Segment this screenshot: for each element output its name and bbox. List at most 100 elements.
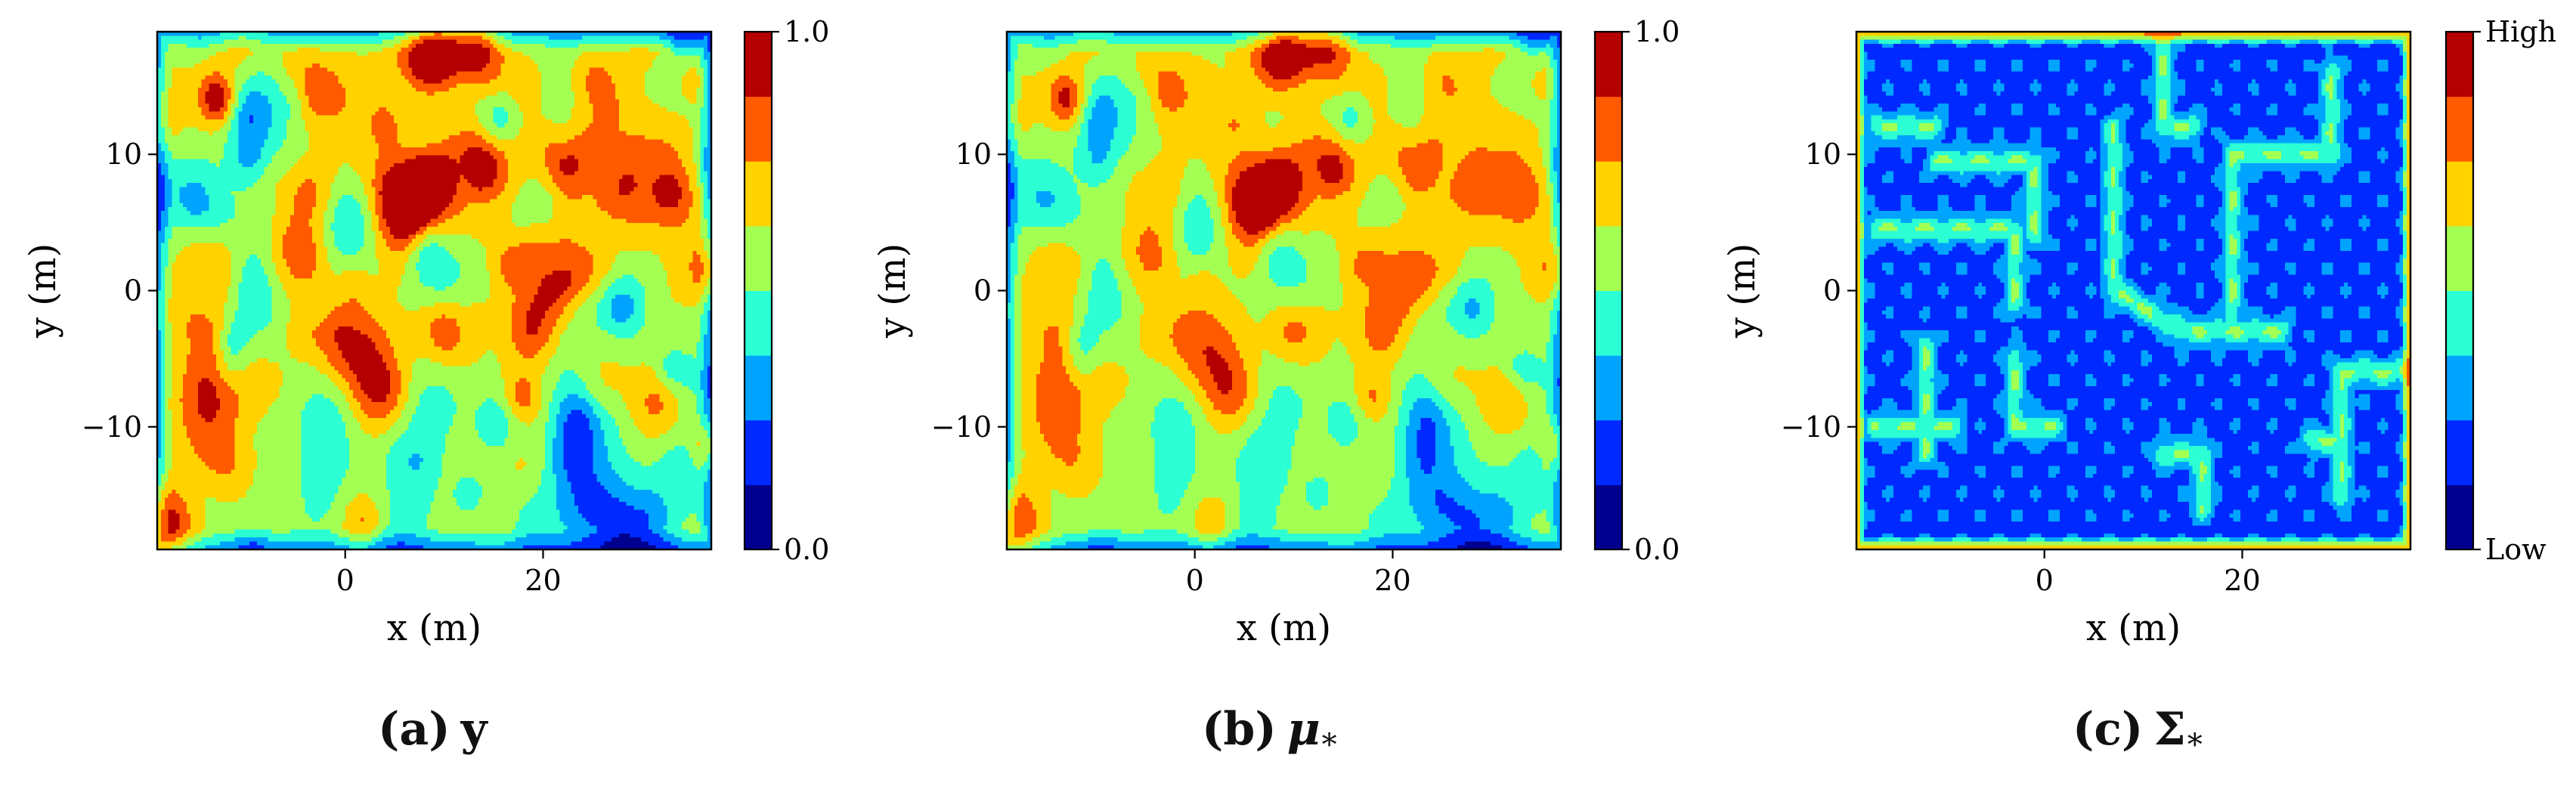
contour-cell bbox=[593, 88, 597, 92]
contour-cell bbox=[449, 36, 453, 40]
contour-cell bbox=[194, 51, 198, 56]
contour-cell bbox=[198, 56, 202, 60]
contour-cell bbox=[294, 76, 298, 80]
contour-cell bbox=[209, 88, 212, 92]
contour-cell bbox=[371, 76, 375, 80]
contour-cell bbox=[619, 88, 623, 92]
contour-cell bbox=[464, 95, 468, 100]
contour-cell bbox=[412, 76, 416, 80]
contour-cell bbox=[294, 56, 298, 60]
contour-cell bbox=[242, 40, 246, 45]
contour-cell bbox=[357, 63, 361, 68]
contour-cell bbox=[556, 79, 560, 84]
contour-cell bbox=[206, 44, 209, 48]
contour-cell bbox=[490, 40, 494, 45]
contour-cell bbox=[633, 51, 637, 56]
contour-cell bbox=[212, 95, 216, 100]
contour-cell bbox=[175, 84, 179, 88]
contour-cell bbox=[312, 88, 316, 92]
contour-cell bbox=[582, 51, 586, 56]
contour-cell bbox=[308, 72, 312, 76]
contour-cell bbox=[464, 44, 468, 48]
contour-cell bbox=[593, 72, 597, 76]
contour-cell bbox=[449, 91, 453, 96]
contour-cell bbox=[682, 51, 686, 56]
contour-cell bbox=[494, 72, 497, 76]
contour-cell bbox=[169, 40, 172, 45]
contour-cell bbox=[693, 51, 697, 56]
contour-cell bbox=[305, 67, 308, 72]
contour-cell bbox=[523, 36, 527, 40]
contour-cell bbox=[597, 76, 601, 80]
contour-cell bbox=[608, 104, 611, 108]
contour-cell bbox=[553, 36, 556, 40]
contour-cell bbox=[212, 76, 216, 80]
contour-cell bbox=[611, 36, 615, 40]
contour-cell bbox=[212, 51, 216, 56]
contour-cell bbox=[268, 79, 272, 84]
contour-cell bbox=[357, 88, 361, 92]
contour-cell bbox=[302, 72, 305, 76]
contour-cell bbox=[531, 79, 534, 84]
contour-cell bbox=[674, 60, 678, 64]
contour-cell bbox=[253, 107, 257, 112]
contour-cell bbox=[478, 40, 482, 45]
contour-cell bbox=[567, 63, 571, 68]
contour-cell bbox=[261, 95, 265, 100]
contour-cell bbox=[257, 40, 261, 45]
contour-cell bbox=[239, 88, 243, 92]
contour-cell bbox=[545, 95, 549, 100]
contour-cell bbox=[649, 44, 652, 48]
contour-cell bbox=[571, 72, 574, 76]
contour-cell bbox=[564, 100, 568, 104]
contour-cell bbox=[220, 51, 224, 56]
contour-cell bbox=[571, 51, 574, 56]
contour-cell bbox=[508, 100, 512, 104]
contour-cell bbox=[678, 72, 682, 76]
contour-cell bbox=[627, 51, 630, 56]
contour-cell bbox=[242, 100, 246, 104]
contour-cell bbox=[704, 40, 707, 45]
contour-cell bbox=[586, 95, 590, 100]
contour-cell bbox=[490, 91, 494, 96]
contour-cell bbox=[165, 36, 169, 40]
contour-cell bbox=[611, 51, 615, 56]
contour-cell bbox=[394, 72, 398, 76]
contour-cell bbox=[663, 100, 667, 104]
contour-cell bbox=[161, 48, 165, 52]
contour-cell bbox=[316, 44, 320, 48]
contour-cell bbox=[202, 48, 206, 52]
contour-cell bbox=[541, 76, 545, 80]
contour-cell bbox=[475, 67, 478, 72]
contour-cell bbox=[611, 104, 615, 108]
contour-cell bbox=[198, 36, 202, 40]
contour-cell bbox=[516, 88, 519, 92]
contour-cell bbox=[633, 72, 637, 76]
contour-cell bbox=[656, 44, 660, 48]
contour-cell bbox=[604, 44, 608, 48]
contour-cell bbox=[593, 56, 597, 60]
contour-cell bbox=[283, 104, 286, 108]
contour-cell bbox=[390, 36, 394, 40]
contour-cell bbox=[335, 84, 339, 88]
contour-cell bbox=[183, 56, 187, 60]
contour-cell bbox=[179, 91, 183, 96]
contour-cell bbox=[271, 48, 275, 52]
contour-cell bbox=[700, 100, 704, 104]
contour-cell bbox=[527, 79, 531, 84]
contour-cell bbox=[623, 79, 627, 84]
contour-cell bbox=[353, 91, 357, 96]
contour-cell bbox=[239, 100, 243, 104]
contour-cell bbox=[198, 79, 202, 84]
contour-cell bbox=[172, 100, 176, 104]
contour-cell bbox=[224, 40, 228, 45]
contour-cell bbox=[268, 95, 272, 100]
contour-cell bbox=[231, 76, 235, 80]
contour-cell bbox=[382, 72, 386, 76]
contour-cell bbox=[320, 56, 324, 60]
contour-cell bbox=[445, 56, 449, 60]
contour-cell bbox=[441, 104, 445, 108]
contour-cell bbox=[331, 36, 335, 40]
contour-cell bbox=[386, 91, 390, 96]
contour-cell bbox=[449, 104, 453, 108]
